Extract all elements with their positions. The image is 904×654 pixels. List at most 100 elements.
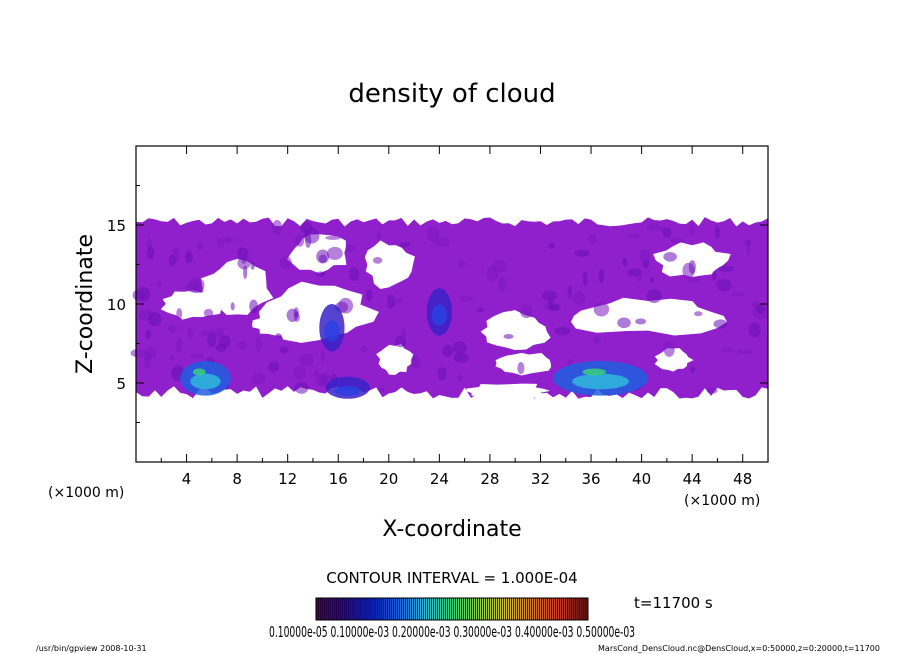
cloud-field	[130, 217, 769, 399]
colorbar-stripe	[402, 598, 404, 620]
cloud-texture	[598, 269, 605, 284]
colorbar-gap	[491, 598, 492, 620]
cloud-texture	[172, 247, 180, 263]
colorbar-stripe	[430, 598, 432, 620]
colorbar-gap	[371, 598, 372, 620]
cloud-texture	[372, 257, 383, 264]
colorbar-gap	[431, 598, 432, 620]
time-label: t=11700 s	[634, 594, 713, 612]
cloud-texture	[572, 291, 586, 305]
colorbar-stripe	[454, 598, 456, 620]
peak-cloud-core	[582, 368, 607, 376]
colorbar-gap	[439, 598, 440, 620]
cloud-texture	[588, 233, 597, 245]
colorbar-gap	[519, 598, 520, 620]
cloud-texture	[176, 308, 183, 320]
colorbar-gap	[321, 598, 322, 620]
cloud-texture	[669, 237, 683, 243]
colorbar-stripe	[354, 598, 356, 620]
cloud-texture	[592, 336, 601, 344]
colorbar-gap	[479, 598, 480, 620]
cloud-texture	[286, 308, 299, 322]
colorbar-stripe	[372, 598, 374, 620]
cloud-texture	[459, 295, 473, 302]
colorbar-gap	[573, 598, 574, 620]
colorbar-gap	[551, 598, 552, 620]
colorbar-stripe	[584, 598, 586, 620]
cloud-texture	[249, 299, 259, 314]
cloud-texture	[338, 297, 354, 314]
cloud-texture	[503, 334, 514, 339]
colorbar-gap	[583, 598, 584, 620]
cloud-texture	[706, 387, 718, 394]
colorbar-gap	[401, 598, 402, 620]
x-tick-label: 20	[379, 470, 398, 488]
colorbar-stripe	[396, 598, 398, 620]
colorbar-gap	[503, 598, 504, 620]
colorbar-gap	[403, 598, 404, 620]
x-tick-label: 32	[531, 470, 550, 488]
colorbar-gap	[437, 598, 438, 620]
clear-region	[480, 310, 551, 351]
colorbar-stripe	[340, 598, 342, 620]
cloud-texture	[687, 278, 701, 283]
colorbar-stripe	[468, 598, 470, 620]
colorbar-gap	[339, 598, 340, 620]
colorbar-gap	[527, 598, 528, 620]
cloud-texture	[395, 298, 403, 304]
colorbar-stripe	[440, 598, 442, 620]
colorbar-gap	[541, 598, 542, 620]
colorbar-stripe	[558, 598, 560, 620]
dense-cloud-core	[334, 385, 361, 396]
colorbar-stripe	[422, 598, 424, 620]
cloud-texture	[378, 387, 385, 392]
cloud-texture	[295, 234, 305, 247]
colorbar-gap	[509, 598, 510, 620]
clear-region	[570, 297, 728, 336]
dense-cloud-core	[324, 320, 340, 342]
colorbar-gap	[569, 598, 570, 620]
colorbar-stripe	[574, 598, 576, 620]
cloud-texture	[639, 248, 651, 265]
cloud-texture	[748, 322, 762, 338]
cloud-texture	[156, 281, 162, 289]
colorbar-gap	[391, 598, 392, 620]
colorbar-stripe	[348, 598, 350, 620]
footer-source: MarsCond_DensCloud.nc@DensCloud,x=0:5000…	[598, 644, 880, 653]
cloud-texture	[442, 344, 453, 358]
colorbar-gap	[459, 598, 460, 620]
colorbar-gap	[531, 598, 532, 620]
cloud-texture	[718, 265, 734, 272]
colorbar-stripe	[368, 598, 370, 620]
colorbar-stripe	[524, 598, 526, 620]
colorbar-stripe	[364, 598, 366, 620]
cloud-texture	[663, 251, 677, 262]
y-axis-label: Z-coordinate	[73, 234, 98, 374]
colorbar-stripe	[586, 598, 588, 620]
colorbar-gap	[585, 598, 586, 620]
colorbar-stripe	[382, 598, 384, 620]
clear-region	[376, 343, 414, 375]
cloud-texture	[650, 276, 655, 284]
cloud-texture	[184, 251, 194, 264]
x-tick-label: 16	[329, 470, 348, 488]
colorbar-gap	[465, 598, 466, 620]
colorbar-stripe	[508, 598, 510, 620]
colorbar-stripe	[398, 598, 400, 620]
colorbar-stripe	[530, 598, 532, 620]
colorbar-gap	[471, 598, 472, 620]
colorbar-stripe	[532, 598, 534, 620]
colorbar-gap	[501, 598, 502, 620]
colorbar-stripe	[450, 598, 452, 620]
colorbar-gap	[507, 598, 508, 620]
cloud-texture	[190, 352, 204, 359]
cloud-texture	[659, 226, 666, 232]
colorbar-gap	[349, 598, 350, 620]
colorbar-stripe	[456, 598, 458, 620]
cloud-texture	[410, 355, 421, 368]
y-tick-label: 10	[107, 296, 126, 314]
colorbar-gap	[545, 598, 546, 620]
colorbar-gap	[409, 598, 410, 620]
cloud-texture	[293, 365, 306, 380]
